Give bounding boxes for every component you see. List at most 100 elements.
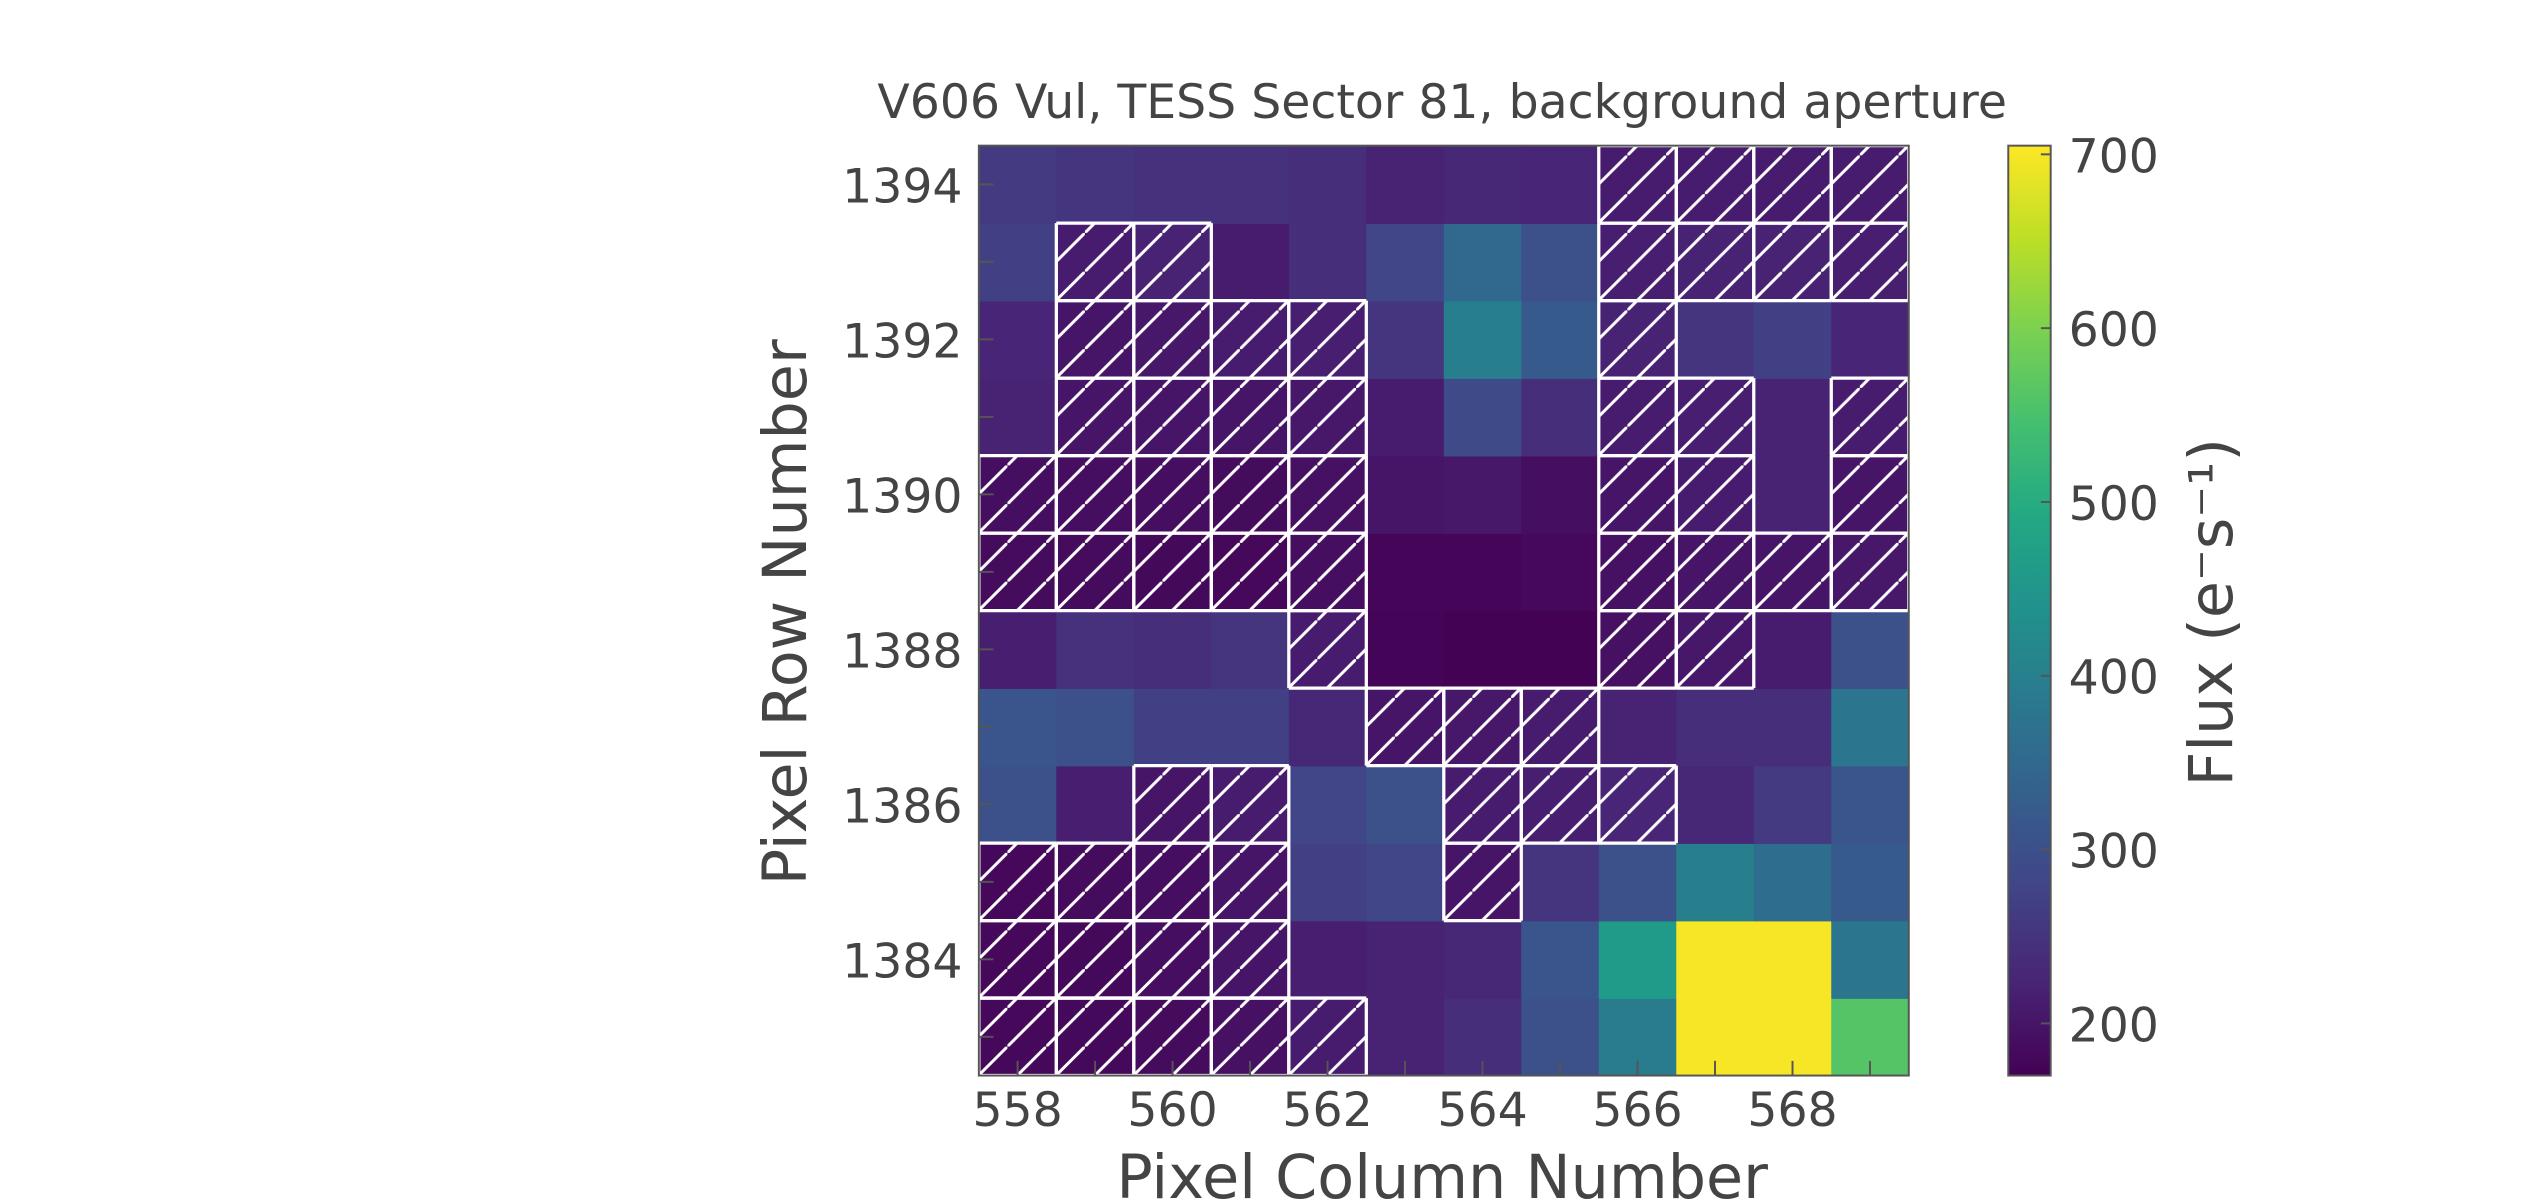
aperture-pixel	[1676, 610, 1754, 689]
heatmap-cell	[1676, 688, 1755, 767]
x-axis-label: Pixel Column Number	[1116, 1143, 1768, 1200]
colorbar-tick-label: 200	[2069, 998, 2159, 1053]
aperture-pixel	[1288, 533, 1367, 611]
heatmap-cell	[1133, 145, 1213, 224]
heatmap-cell	[1521, 378, 1600, 457]
heatmap-cell	[1443, 300, 1523, 379]
y-tick-label: 1392	[842, 314, 962, 369]
aperture-pixel	[1598, 223, 1677, 301]
heatmap-cell	[1056, 145, 1135, 224]
aperture-pixel	[1056, 533, 1134, 611]
heatmap-cell	[1521, 145, 1600, 224]
heatmap-cell	[1056, 688, 1135, 767]
heatmap-cell	[1521, 223, 1600, 302]
heatmap-cell	[1753, 455, 1833, 534]
heatmap-cell	[1831, 765, 1910, 844]
y-axis-label: Pixel Row Number	[751, 339, 821, 885]
aperture-pixel	[1133, 223, 1212, 301]
aperture-pixel	[1831, 223, 1909, 301]
heatmap-cell	[1676, 843, 1755, 922]
aperture-pixel	[1133, 455, 1212, 534]
aperture-pixel	[1288, 300, 1367, 379]
aperture-pixel	[1598, 145, 1677, 224]
aperture-pixel	[1211, 765, 1289, 844]
heatmap-cell	[1443, 610, 1523, 689]
aperture-pixel	[1288, 455, 1367, 534]
aperture-pixel	[1676, 378, 1754, 456]
heatmap-cell	[1831, 300, 1910, 379]
colorbar-tick-label: 600	[2069, 303, 2159, 358]
x-tick-label: 566	[1592, 1083, 1682, 1138]
aperture-pixel	[1753, 223, 1832, 301]
heatmap-cell	[1753, 378, 1833, 457]
heatmap-cell	[1443, 378, 1523, 457]
aperture-pixel	[1056, 455, 1134, 534]
aperture-pixel	[1598, 610, 1677, 689]
y-tick-label: 1390	[842, 469, 962, 524]
y-tick-label: 1388	[842, 624, 962, 679]
aperture-pixel	[1211, 920, 1289, 999]
heatmap-cell	[1366, 300, 1445, 379]
colorbar-label: Flux (e⁻s⁻¹)	[2177, 438, 2247, 786]
heatmap-cell	[1521, 920, 1600, 999]
aperture-pixel	[1133, 300, 1212, 379]
aperture-pixel	[1676, 533, 1754, 611]
aperture-pixel	[1211, 455, 1289, 534]
heatmap-cell	[1753, 765, 1833, 844]
aperture-pixel	[1056, 300, 1134, 379]
heatmap-cell	[1521, 610, 1600, 689]
aperture-pixel	[1598, 533, 1677, 611]
aperture-pixel	[1676, 145, 1754, 224]
axis-tick-marks	[978, 183, 1871, 1076]
colorbar-ticks: 200 300 400 500 600 700	[2040, 129, 2159, 1053]
aperture-pixel	[1831, 533, 1909, 611]
aperture-pixel	[1211, 843, 1289, 921]
heatmap-cell	[1831, 920, 1910, 999]
heatmap-cell	[1211, 610, 1290, 689]
heatmap-cell	[1366, 610, 1445, 689]
heatmap-cell	[1366, 455, 1445, 534]
aperture-pixel	[1598, 765, 1677, 844]
colorbar-tick-label: 700	[2069, 129, 2159, 184]
aperture-pixel	[1443, 688, 1522, 766]
heatmap-cell	[1288, 223, 1368, 302]
aperture-pixel	[1521, 688, 1599, 766]
x-tick-label: 564	[1437, 1083, 1527, 1138]
aperture-pixel	[1133, 378, 1212, 456]
heatmap-cell	[1443, 223, 1523, 302]
heatmap-cell	[1598, 920, 1678, 999]
heatmap-cell	[1598, 688, 1678, 767]
heatmap-cell	[1753, 610, 1833, 689]
aperture-pixel	[1056, 920, 1134, 999]
heatmap-cell	[1753, 843, 1833, 922]
y-tick-label: 1384	[842, 934, 962, 989]
heatmap-cell	[1288, 145, 1368, 224]
heatmap-cell	[1443, 533, 1523, 612]
heatmap-cell	[1288, 843, 1368, 922]
aperture-pixel	[1598, 378, 1677, 456]
heatmap-cell	[1443, 455, 1523, 534]
aperture-pixel	[1056, 378, 1134, 456]
aperture-pixel	[1133, 765, 1212, 844]
heatmap-cell	[1676, 765, 1755, 844]
heatmap-cell	[1831, 688, 1910, 767]
heatmap-cell	[1366, 223, 1445, 302]
chart-title: V606 Vul, TESS Sector 81, background ape…	[877, 75, 2007, 130]
heatmap-cell	[1366, 533, 1445, 612]
heatmap-cell	[1056, 765, 1135, 844]
aperture-pixel	[1831, 145, 1909, 224]
aperture-hatching	[978, 145, 1909, 1076]
aperture-pixel	[1831, 378, 1909, 456]
aperture-pixel	[1056, 223, 1134, 301]
heatmap-cell	[1831, 610, 1910, 689]
colorbar-tick-label: 300	[2069, 825, 2159, 880]
heatmap-cell	[1366, 145, 1445, 224]
aperture-pixel	[1753, 145, 1832, 224]
y-tick-label: 1394	[842, 159, 962, 214]
colorbar-tick-label: 400	[2069, 651, 2159, 706]
heatmap-cell	[1598, 843, 1678, 922]
heatmap-cell	[1753, 920, 1833, 999]
heatmap-cell	[1366, 920, 1445, 999]
heatmap-cell	[1831, 843, 1910, 922]
heatmap-cell	[1521, 455, 1600, 534]
